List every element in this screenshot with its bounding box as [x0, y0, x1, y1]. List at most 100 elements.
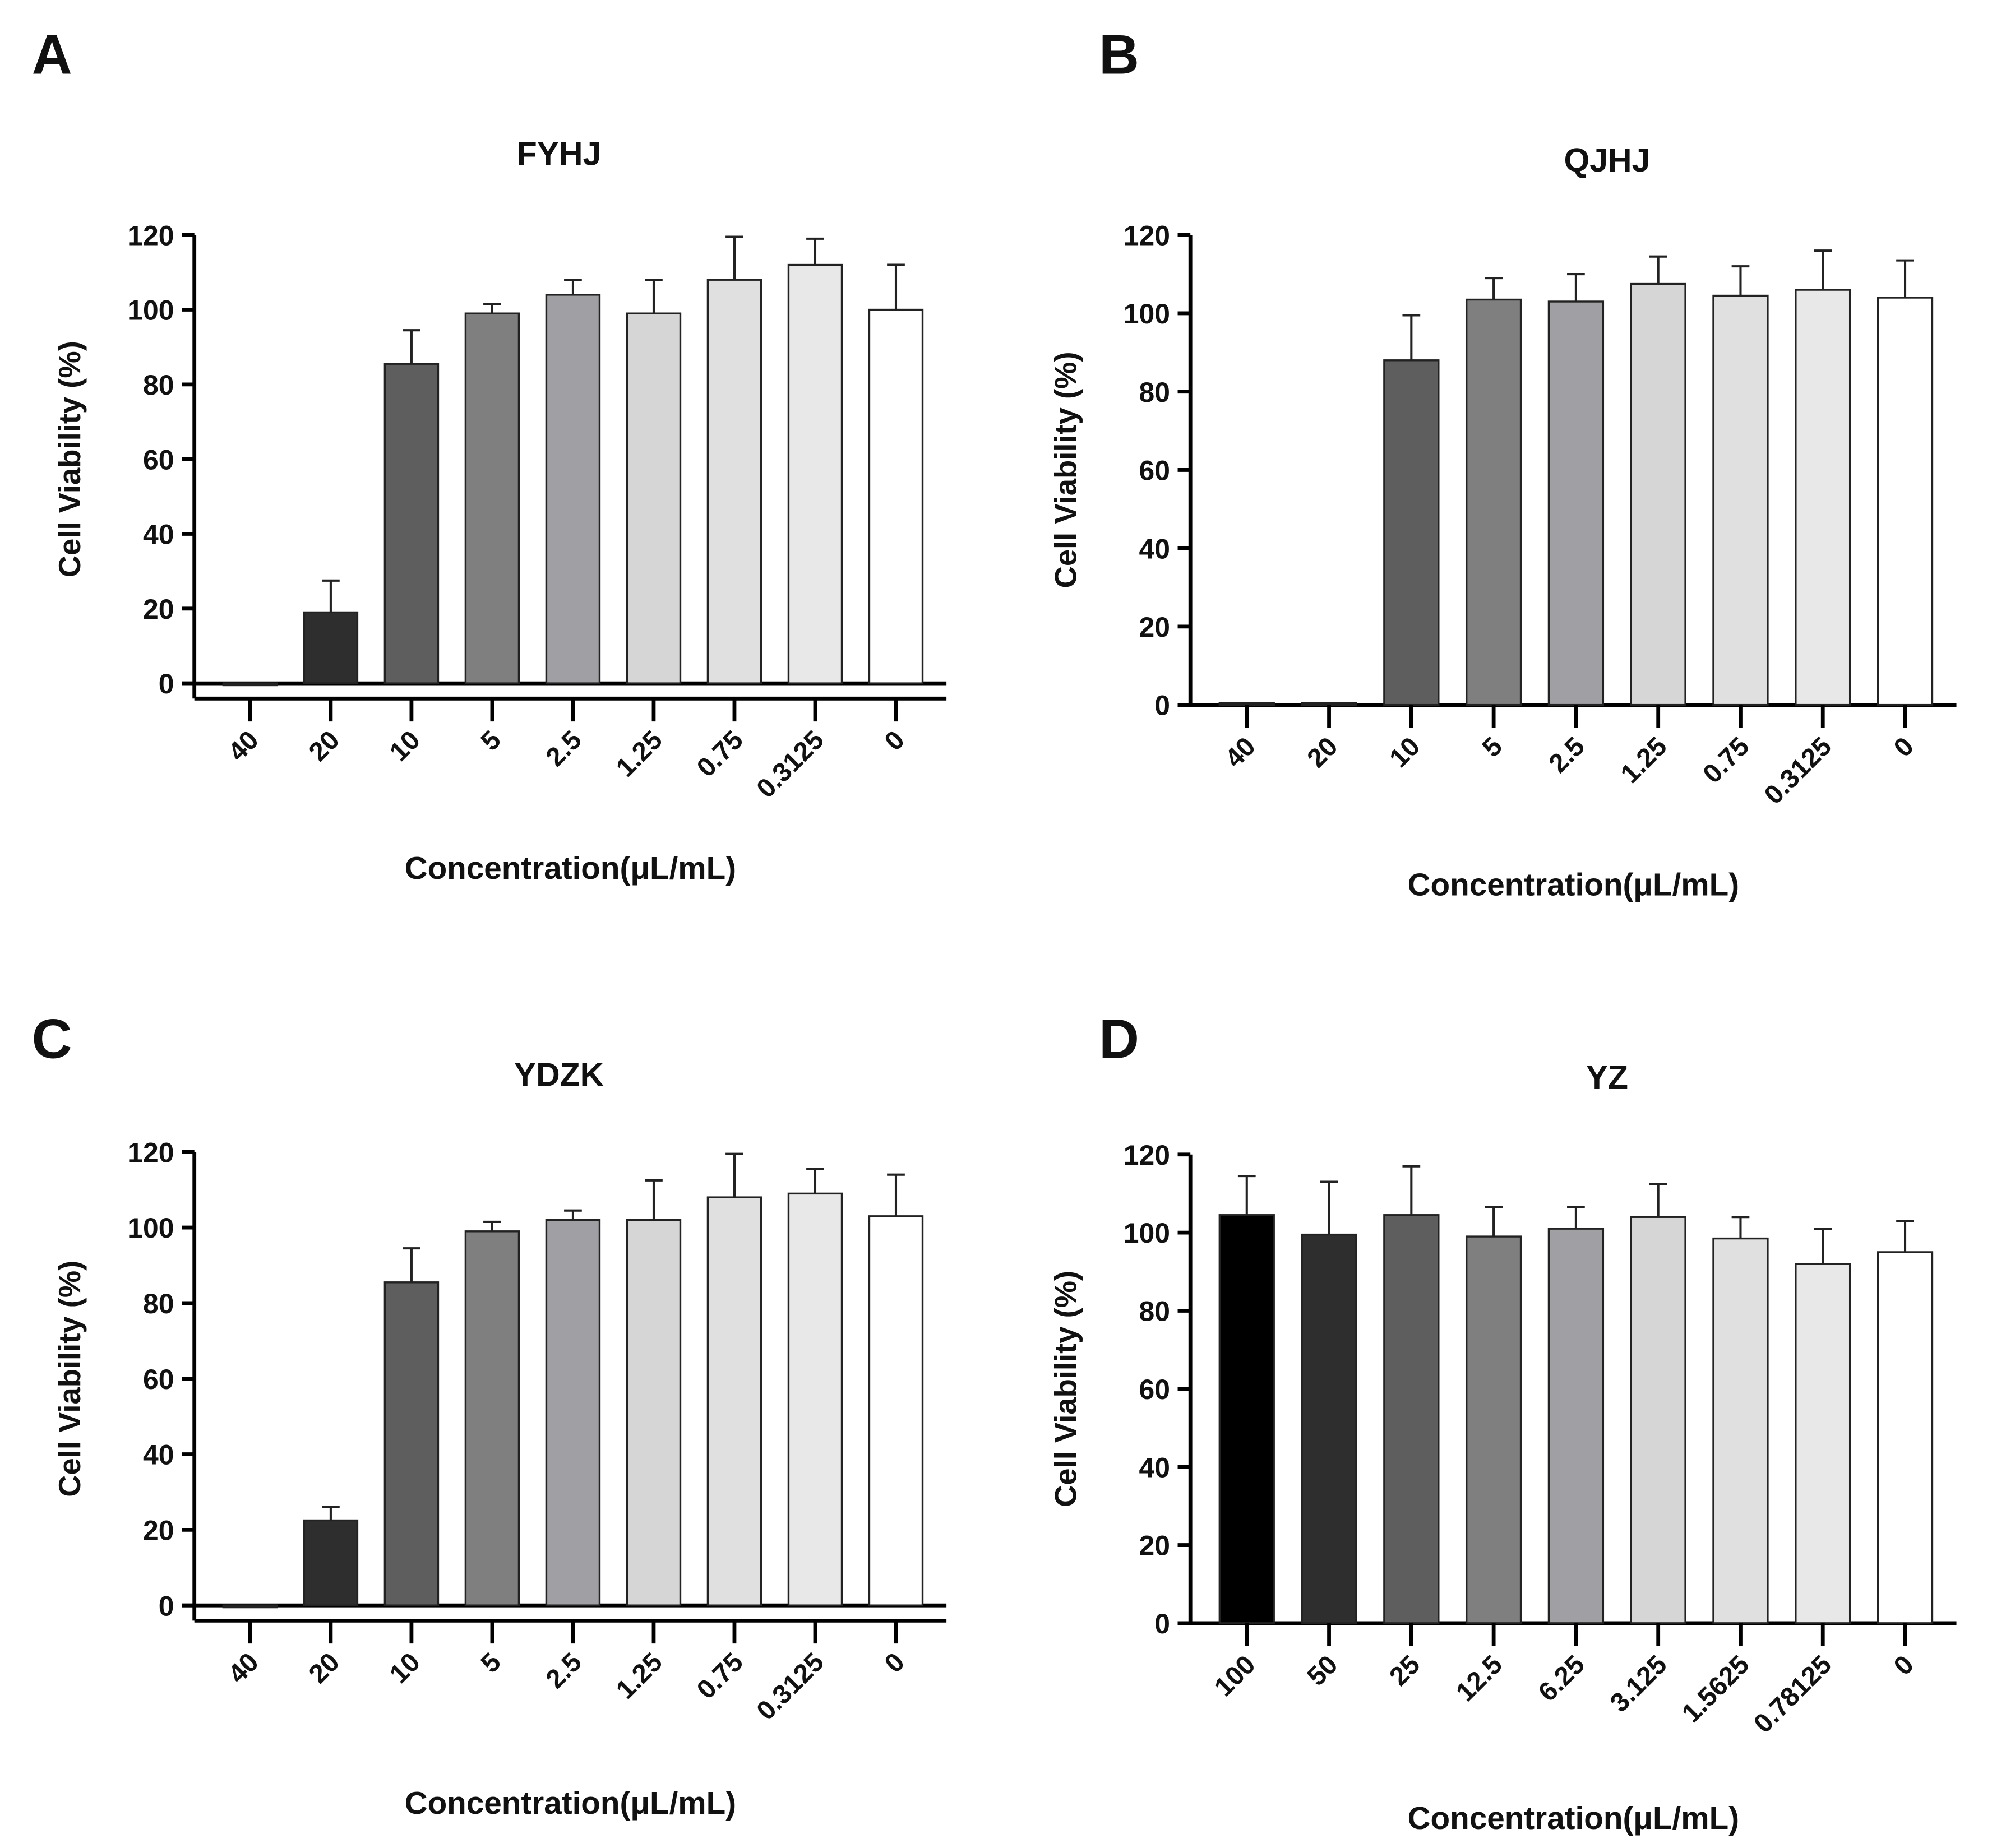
y-tick-label: 20	[143, 1514, 174, 1546]
x-tick-label: 0	[1888, 731, 1920, 763]
bar	[1712, 294, 1769, 706]
y-tick-label: 20	[1139, 1530, 1170, 1562]
y-tick-label: 40	[1139, 1452, 1170, 1483]
bar	[222, 1604, 278, 1609]
bar	[1877, 297, 1934, 706]
bar	[1795, 289, 1851, 706]
y-tick-label: 80	[1139, 377, 1170, 408]
y-tick-label: 100	[127, 295, 174, 326]
x-tick-label: 1.25	[611, 1647, 668, 1705]
x-tick-label: 2.5	[540, 725, 588, 772]
chart-title: FYHJ	[517, 136, 602, 173]
x-tick-label: 50	[1302, 1650, 1344, 1692]
x-tick-label: 20	[303, 725, 345, 767]
x-tick-label: 0.3125	[1759, 731, 1837, 810]
y-tick-label: 100	[1124, 1217, 1170, 1249]
x-tick-label: 5	[475, 725, 507, 757]
y-axis-label: Cell Viability (%)	[1048, 351, 1083, 588]
y-tick-label: 120	[127, 1137, 174, 1168]
chart-panel-d: D YZ 0 20 40 60 80 100 120 Cell Viability (%) 100 5…	[1048, 1008, 1957, 1836]
y-tick-label: 0	[1154, 690, 1170, 721]
y-tick-label: 0	[1154, 1608, 1170, 1639]
x-tick-label: 0.75	[691, 725, 749, 783]
y-tick-label: 40	[1139, 533, 1170, 564]
bar	[1218, 1214, 1275, 1624]
x-tick-label: 20	[1302, 731, 1344, 774]
x-tick-label: 2.5	[1543, 731, 1591, 779]
bar	[868, 1215, 924, 1606]
y-tick-label: 80	[1139, 1296, 1170, 1327]
x-tick-label: 0.3125	[751, 1647, 830, 1726]
y-tick-label: 20	[143, 594, 174, 625]
x-tick-label: 0	[879, 725, 911, 757]
bar	[706, 1196, 762, 1606]
x-tick-label: 40	[223, 1647, 265, 1689]
x-tick-label: 6.25	[1533, 1650, 1591, 1707]
x-tick-label: 12.5	[1450, 1650, 1508, 1707]
bar	[383, 363, 440, 684]
bar	[1218, 702, 1275, 706]
y-tick-label: 120	[1124, 220, 1170, 251]
x-tick-label: 1.25	[611, 725, 668, 783]
panel-label: B	[1099, 24, 1139, 86]
x-tick-label: 10	[384, 1647, 426, 1689]
bar	[1877, 1251, 1934, 1624]
y-tick-label: 40	[143, 1439, 174, 1471]
y-tick-label: 40	[143, 519, 174, 550]
x-tick-label: 2.5	[540, 1647, 588, 1694]
x-tick-label: 25	[1384, 1650, 1426, 1692]
bar	[1383, 359, 1440, 706]
y-axis-label: Cell Viability (%)	[53, 1261, 87, 1497]
bar	[1547, 1228, 1605, 1624]
x-tick-label: 0	[879, 1647, 911, 1679]
bar	[545, 294, 601, 684]
y-tick-label: 20	[1139, 612, 1170, 643]
bar	[626, 1219, 682, 1606]
x-tick-label: 0.78125	[1748, 1650, 1837, 1739]
bar	[1795, 1263, 1851, 1624]
chart-title: YZ	[1586, 1059, 1628, 1096]
y-tick-label: 80	[143, 369, 174, 401]
bar	[1465, 298, 1522, 706]
bar	[464, 1230, 520, 1606]
bar	[787, 263, 843, 684]
x-axis-label: Concentration(μL/mL)	[405, 851, 736, 886]
y-tick-label: 60	[1139, 1374, 1170, 1405]
y-axis-label: Cell Viability (%)	[1048, 1271, 1083, 1507]
panel-label: A	[32, 24, 72, 86]
x-tick-label: 0.75	[1697, 731, 1755, 789]
chart-title: QJHJ	[1564, 142, 1650, 179]
x-axis-label: Concentration(μL/mL)	[405, 1786, 736, 1821]
bar	[1712, 1237, 1769, 1624]
bar	[303, 611, 359, 684]
bar	[383, 1281, 440, 1606]
bar	[1547, 300, 1605, 706]
x-tick-label: 5	[1477, 731, 1508, 763]
y-tick-label: 100	[1124, 298, 1170, 330]
x-tick-label: 5	[475, 1647, 507, 1679]
bar	[787, 1192, 843, 1606]
bar	[1383, 1214, 1440, 1624]
x-tick-label: 0.3125	[751, 725, 830, 804]
y-tick-label: 120	[127, 220, 174, 251]
x-tick-label: 10	[384, 725, 426, 767]
x-tick-label: 100	[1209, 1650, 1261, 1702]
panel-label: D	[1099, 1008, 1139, 1071]
x-tick-label: 40	[1219, 731, 1261, 774]
bar	[303, 1519, 359, 1606]
x-tick-label: 3.125	[1605, 1650, 1673, 1718]
y-tick-label: 80	[143, 1288, 174, 1319]
y-tick-label: 60	[143, 1364, 174, 1395]
x-tick-label: 40	[223, 725, 265, 767]
bar	[868, 308, 924, 684]
bar	[464, 312, 520, 684]
bar	[706, 279, 762, 684]
x-tick-label: 1.5625	[1676, 1650, 1755, 1728]
y-tick-label: 0	[159, 1590, 174, 1622]
y-tick-label: 100	[127, 1212, 174, 1244]
y-tick-label: 120	[1124, 1140, 1170, 1171]
x-tick-label: 10	[1384, 731, 1426, 774]
